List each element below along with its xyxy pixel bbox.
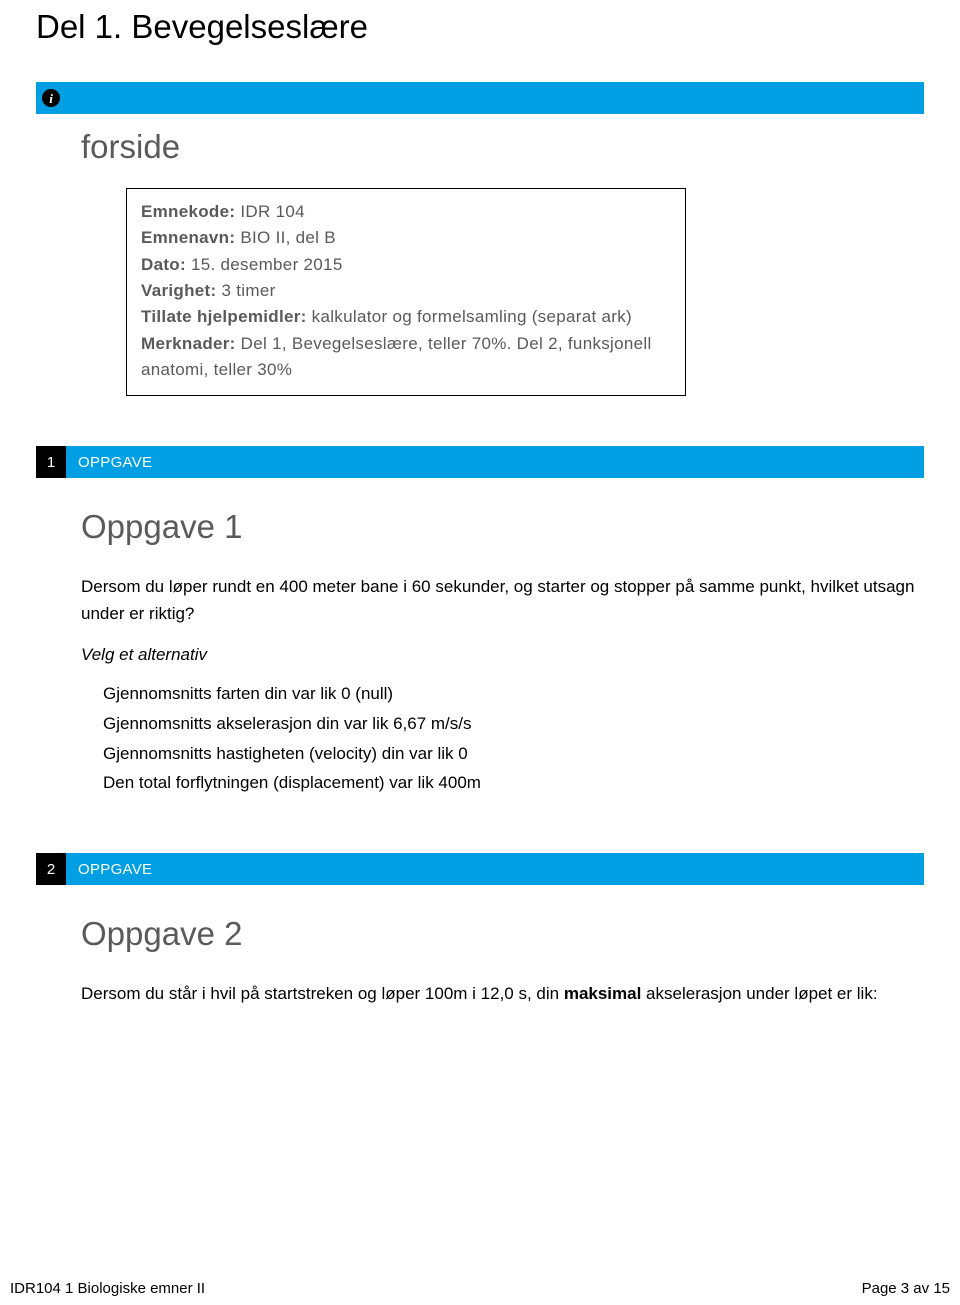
task-text-part: Dersom du står i hvil på startstreken og… [81, 984, 564, 1003]
info-label: Varighet: [141, 281, 216, 300]
task-bar-label: OPPGAVE [66, 446, 152, 478]
info-table: Emnekode: IDR 104 Emnenavn: BIO II, del … [126, 188, 686, 396]
info-label: Emnekode: [141, 202, 235, 221]
info-value: BIO II, del B [235, 228, 336, 247]
info-label: Dato: [141, 255, 186, 274]
option-item[interactable]: Gjennomsnitts akselerasjon din var lik 6… [103, 709, 924, 739]
task-bar: 1 OPPGAVE [36, 446, 924, 478]
info-value: 15. desember 2015 [186, 255, 343, 274]
info-row: Tillate hjelpemidler: kalkulator og form… [141, 304, 671, 330]
info-value: IDR 104 [235, 202, 305, 221]
task-text-bold: maksimal [564, 984, 642, 1003]
info-row: Varighet: 3 timer [141, 278, 671, 304]
info-icon: i [42, 89, 60, 107]
info-label: Emnenavn: [141, 228, 235, 247]
info-bar: i [36, 82, 924, 114]
options-list: Gjennomsnitts farten din var lik 0 (null… [81, 679, 924, 798]
task-number-badge: 1 [36, 446, 66, 478]
info-row: Emnenavn: BIO II, del B [141, 225, 671, 251]
info-row: Emnekode: IDR 104 [141, 199, 671, 225]
option-item[interactable]: Gjennomsnitts farten din var lik 0 (null… [103, 679, 924, 709]
task-text: Dersom du løper rundt en 400 meter bane … [81, 574, 924, 627]
footer-left: IDR104 1 Biologiske emner II [10, 1280, 205, 1297]
info-row: Merknader: Del 1, Bevegelseslære, teller… [141, 331, 671, 384]
task-heading: Oppgave 1 [81, 508, 924, 546]
task-number-badge: 2 [36, 853, 66, 885]
task-text-part: akselerasjon under løpet er lik: [641, 984, 877, 1003]
footer-right: Page 3 av 15 [862, 1280, 950, 1297]
info-row: Dato: 15. desember 2015 [141, 252, 671, 278]
task-body: Oppgave 1 Dersom du løper rundt en 400 m… [36, 508, 924, 798]
info-label: Merknader: [141, 334, 236, 353]
page-footer: IDR104 1 Biologiske emner II Page 3 av 1… [0, 1280, 960, 1297]
task-heading: Oppgave 2 [81, 915, 924, 953]
info-value: 3 timer [216, 281, 275, 300]
info-label: Tillate hjelpemidler: [141, 307, 307, 326]
info-value: kalkulator og formelsamling (separat ark… [307, 307, 632, 326]
task-body: Oppgave 2 Dersom du står i hvil på start… [36, 915, 924, 1007]
option-item[interactable]: Den total forflytningen (displacement) v… [103, 768, 924, 798]
forside-heading: forside [81, 128, 924, 166]
task-instruction: Velg et alternativ [81, 645, 924, 665]
forside-block: forside Emnekode: IDR 104 Emnenavn: BIO … [36, 128, 924, 396]
page: Del 1. Bevegelseslære i forside Emnekode… [0, 8, 960, 1305]
task-text: Dersom du står i hvil på startstreken og… [81, 981, 924, 1007]
section-title: Del 1. Bevegelseslære [36, 8, 924, 46]
task-bar: 2 OPPGAVE [36, 853, 924, 885]
task-bar-label: OPPGAVE [66, 853, 152, 885]
option-item[interactable]: Gjennomsnitts hastigheten (velocity) din… [103, 739, 924, 769]
